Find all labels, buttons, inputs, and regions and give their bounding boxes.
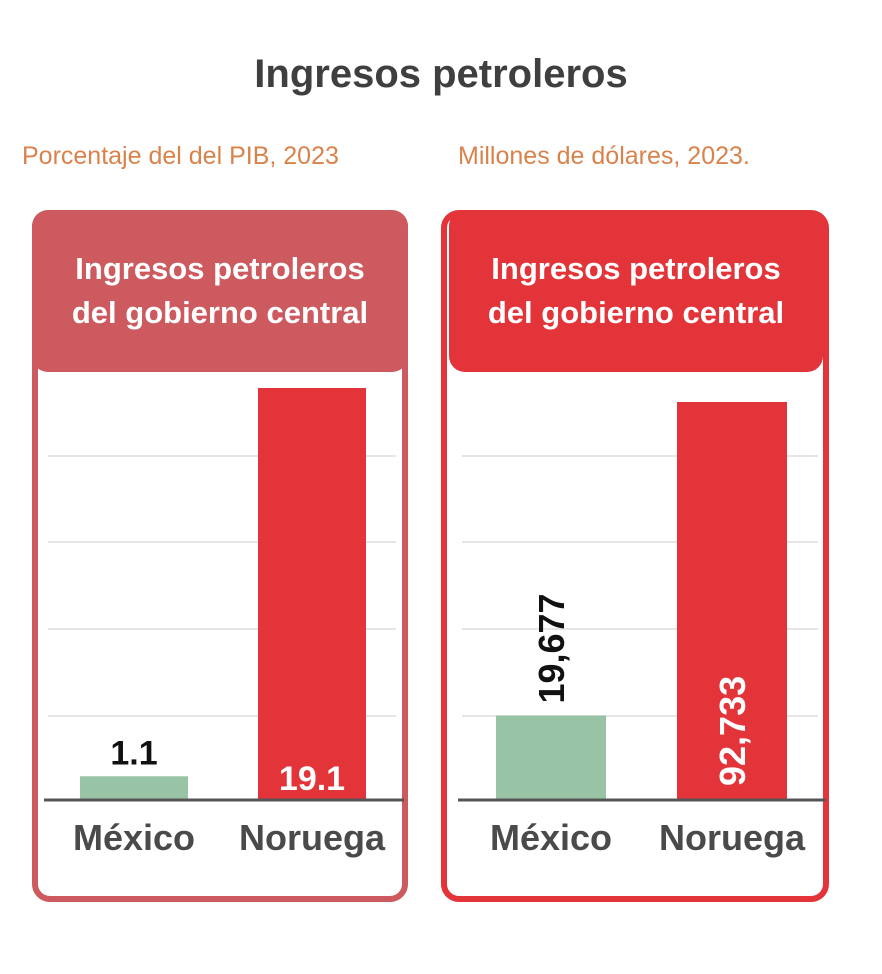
- x-tick-label: Noruega: [239, 817, 386, 858]
- chart-header-line: Ingresos petroleros: [491, 251, 781, 286]
- x-tick-label: Noruega: [659, 817, 806, 858]
- bar-mexico: [80, 776, 188, 800]
- page-title: Ingresos petroleros: [254, 52, 628, 96]
- data-label: 92,733: [712, 676, 753, 786]
- chart-header-dolares: Ingresos petroleros del gobierno central: [449, 210, 823, 372]
- chart-header-line: del gobierno central: [71, 295, 369, 330]
- data-label: 1.1: [110, 734, 157, 772]
- subtitle-dolares: Millones de dólares, 2023.: [458, 142, 750, 170]
- subtitle-pib: Porcentaje del del PIB, 2023: [22, 142, 339, 170]
- data-label: 19.1: [279, 760, 345, 798]
- x-tick-label: México: [73, 817, 195, 858]
- chart-header-pib: Ingresos petroleros del gobierno central: [32, 210, 408, 372]
- bar-noruega: [258, 388, 366, 800]
- chart-header-line: del gobierno central: [487, 295, 785, 330]
- x-tick-label: México: [490, 817, 612, 858]
- bar-noruega: [677, 402, 787, 800]
- chart-header-line: Ingresos petroleros: [75, 251, 365, 286]
- bar-mexico: [496, 715, 606, 800]
- data-label: 19,677: [531, 593, 572, 703]
